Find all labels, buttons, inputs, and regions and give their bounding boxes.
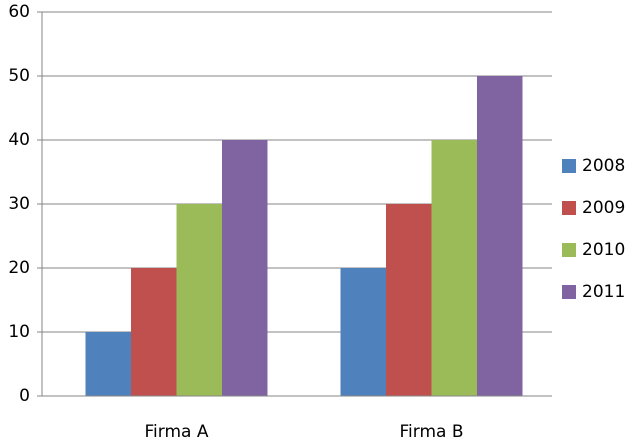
- x-tick-label: Firma A: [145, 422, 209, 442]
- legend-swatch: [562, 285, 576, 299]
- y-tick-label: 30: [8, 194, 30, 214]
- x-tick-label: Firma B: [400, 422, 464, 442]
- bar: [176, 204, 222, 396]
- bar: [431, 140, 477, 396]
- bar: [85, 332, 131, 396]
- y-tick-label: 10: [8, 322, 30, 342]
- legend-label: 2009: [582, 198, 625, 218]
- y-tick-label: 20: [8, 258, 30, 278]
- bar: [222, 140, 268, 396]
- legend-label: 2011: [582, 282, 625, 302]
- legend-swatch: [562, 159, 576, 173]
- legend-swatch: [562, 243, 576, 257]
- y-tick-label: 60: [8, 2, 30, 22]
- bar: [131, 268, 177, 396]
- bar: [340, 268, 386, 396]
- bar: [477, 76, 523, 396]
- bar: [386, 204, 432, 396]
- legend-label: 2008: [582, 156, 625, 176]
- legend-swatch: [562, 201, 576, 215]
- y-tick-label: 50: [8, 66, 30, 86]
- y-tick-label: 40: [8, 130, 30, 150]
- y-tick-label: 0: [19, 386, 30, 406]
- legend-label: 2010: [582, 240, 625, 260]
